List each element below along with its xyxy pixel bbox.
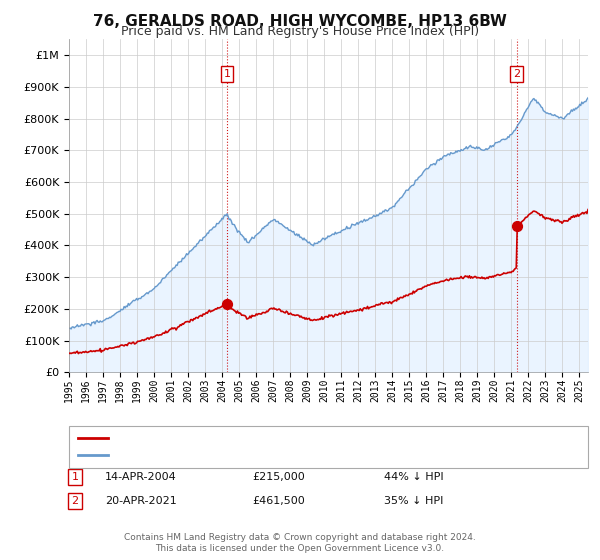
Text: 1: 1 xyxy=(224,69,230,79)
Text: £461,500: £461,500 xyxy=(252,496,305,506)
Text: 76, GERALDS ROAD, HIGH WYCOMBE, HP13 6BW (detached house): 76, GERALDS ROAD, HIGH WYCOMBE, HP13 6BW… xyxy=(114,433,463,443)
Text: 14-APR-2004: 14-APR-2004 xyxy=(105,472,177,482)
Text: 20-APR-2021: 20-APR-2021 xyxy=(105,496,177,506)
Text: 2: 2 xyxy=(513,69,520,79)
Point xyxy=(222,300,232,309)
Text: 76, GERALDS ROAD, HIGH WYCOMBE, HP13 6BW: 76, GERALDS ROAD, HIGH WYCOMBE, HP13 6BW xyxy=(93,14,507,29)
Text: 35% ↓ HPI: 35% ↓ HPI xyxy=(384,496,443,506)
Text: 1: 1 xyxy=(71,472,79,482)
Text: Price paid vs. HM Land Registry's House Price Index (HPI): Price paid vs. HM Land Registry's House … xyxy=(121,25,479,38)
Text: HPI: Average price, detached house, Buckinghamshire: HPI: Average price, detached house, Buck… xyxy=(114,450,398,460)
Text: This data is licensed under the Open Government Licence v3.0.: This data is licensed under the Open Gov… xyxy=(155,544,445,553)
Point xyxy=(512,221,521,230)
Text: £215,000: £215,000 xyxy=(252,472,305,482)
Text: 44% ↓ HPI: 44% ↓ HPI xyxy=(384,472,443,482)
Text: Contains HM Land Registry data © Crown copyright and database right 2024.: Contains HM Land Registry data © Crown c… xyxy=(124,533,476,542)
Text: 2: 2 xyxy=(71,496,79,506)
